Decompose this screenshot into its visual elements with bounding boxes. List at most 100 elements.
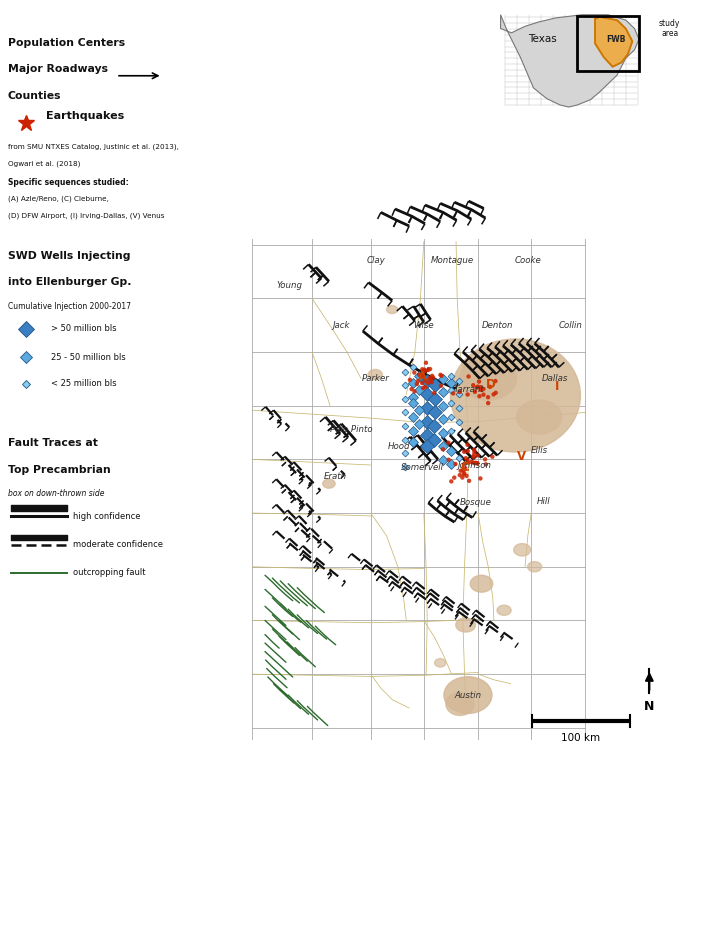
Point	[461, 468, 472, 483]
Point	[469, 442, 480, 457]
Text: 100 km: 100 km	[562, 734, 600, 743]
Bar	[577, 16, 639, 71]
Point	[474, 388, 485, 403]
Text: Specific sequences studied:: Specific sequences studied:	[8, 178, 128, 188]
Point	[471, 380, 482, 395]
Point	[426, 368, 438, 384]
Point	[485, 380, 496, 395]
Point	[424, 362, 436, 377]
Point	[428, 370, 439, 385]
Point	[419, 380, 431, 395]
Point	[459, 456, 470, 472]
Point	[457, 462, 469, 477]
Text: Ogwari et al. (2018): Ogwari et al. (2018)	[8, 161, 80, 168]
Text: C: C	[461, 461, 469, 474]
Point	[474, 471, 486, 486]
Point	[464, 474, 475, 489]
Point	[404, 372, 415, 387]
Point	[468, 447, 480, 462]
Point	[472, 448, 484, 463]
Text: I: I	[555, 380, 559, 393]
Point	[488, 386, 500, 402]
Point	[469, 384, 481, 400]
Point	[462, 438, 473, 453]
Text: Fault Traces at: Fault Traces at	[8, 438, 98, 449]
Text: (A) Azle/Reno, (C) Cleburne,: (A) Azle/Reno, (C) Cleburne,	[8, 195, 109, 202]
Text: Parker: Parker	[361, 374, 389, 383]
Point	[467, 455, 479, 470]
Point	[462, 443, 474, 458]
Point	[467, 378, 479, 393]
Text: Hill: Hill	[537, 497, 551, 507]
Polygon shape	[595, 17, 632, 66]
Ellipse shape	[460, 355, 516, 400]
Text: Earthquakes: Earthquakes	[47, 111, 125, 120]
Point	[490, 373, 501, 388]
Text: Cumulative Injection 2000-2017: Cumulative Injection 2000-2017	[8, 302, 131, 312]
Text: from SMU NTXES Catalog, Justinic et al. (2013),: from SMU NTXES Catalog, Justinic et al. …	[8, 144, 179, 151]
Point	[462, 456, 474, 471]
Point	[408, 365, 420, 380]
Ellipse shape	[513, 544, 531, 556]
Point	[475, 383, 487, 398]
Point	[417, 362, 428, 377]
Ellipse shape	[456, 617, 475, 632]
Point	[450, 456, 462, 472]
Point	[462, 387, 473, 402]
Text: Texas: Texas	[528, 34, 557, 45]
Point	[480, 452, 491, 467]
Ellipse shape	[435, 658, 446, 667]
Point	[469, 444, 480, 459]
Point	[480, 456, 492, 472]
Text: SWD Wells Injecting: SWD Wells Injecting	[8, 251, 130, 261]
Point	[423, 371, 435, 386]
Point	[416, 376, 428, 391]
Point	[463, 369, 474, 384]
Text: (D) DFW Airport, (I) Irving-Dallas, (V) Venus: (D) DFW Airport, (I) Irving-Dallas, (V) …	[8, 212, 164, 219]
Point	[469, 456, 480, 471]
Text: Cooke: Cooke	[515, 256, 541, 265]
Point	[472, 379, 484, 394]
Text: 25 - 50 million bls: 25 - 50 million bls	[51, 352, 126, 362]
Point	[455, 463, 467, 478]
Point	[446, 474, 457, 489]
Text: Wise: Wise	[413, 321, 434, 330]
Text: outcropping fault: outcropping fault	[73, 568, 145, 578]
Text: study
area: study area	[659, 19, 680, 38]
Text: Major Roadways: Major Roadways	[8, 64, 108, 75]
Point	[420, 355, 432, 370]
Ellipse shape	[444, 677, 492, 713]
Text: high confidence: high confidence	[73, 511, 140, 521]
Text: Collin: Collin	[558, 321, 582, 330]
Point	[465, 455, 477, 470]
Text: Clay: Clay	[367, 256, 386, 265]
Point	[475, 380, 487, 395]
Text: Counties: Counties	[8, 91, 61, 101]
Point	[459, 444, 470, 459]
Text: Ellis: Ellis	[531, 446, 548, 456]
Point	[468, 450, 480, 465]
Point	[443, 452, 454, 467]
Ellipse shape	[446, 693, 474, 715]
Point	[413, 367, 425, 383]
Polygon shape	[500, 15, 639, 107]
Point	[482, 396, 494, 411]
Point	[454, 384, 465, 400]
Text: Montague: Montague	[431, 256, 474, 265]
Point	[435, 378, 446, 393]
Point	[458, 467, 469, 482]
Ellipse shape	[323, 479, 335, 489]
Point	[477, 382, 489, 397]
Point	[411, 377, 423, 392]
Text: Palo Pinto: Palo Pinto	[330, 425, 372, 434]
Point	[460, 451, 472, 466]
Text: box on down-thrown side: box on down-thrown side	[8, 489, 104, 498]
Text: V: V	[517, 450, 526, 463]
Ellipse shape	[516, 400, 562, 434]
Point	[437, 441, 449, 456]
Text: > 50 million bls: > 50 million bls	[51, 324, 117, 333]
Point	[477, 387, 489, 402]
Point	[447, 385, 459, 401]
Point	[456, 470, 468, 485]
Text: Dallas: Dallas	[541, 374, 568, 383]
